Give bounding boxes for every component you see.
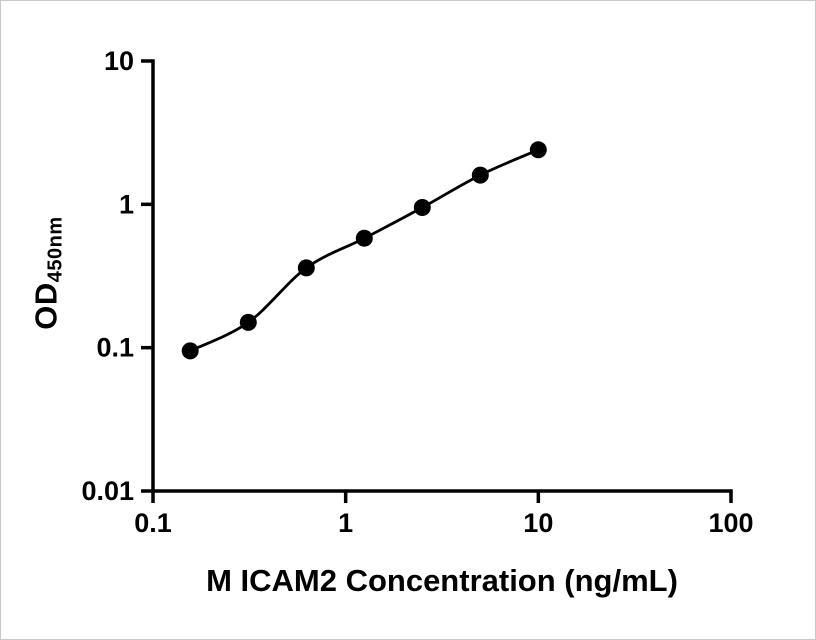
data-point (239, 313, 257, 331)
y-axis-title-sub: 450nm (44, 216, 67, 283)
x-tick-label: 1 (338, 508, 353, 538)
y-tick-label: 10 (104, 46, 134, 76)
x-axis-title: M ICAM2 Concentration (ng/mL) (206, 563, 678, 598)
y-tick-label: 0.01 (81, 476, 134, 506)
x-tick-label: 100 (708, 508, 753, 538)
data-point (413, 199, 431, 216)
y-tick-label: 0.1 (96, 333, 134, 363)
data-point (529, 141, 547, 159)
data-point (181, 342, 199, 360)
data-point (297, 259, 315, 277)
y-axis-title-main: OD (28, 282, 64, 330)
y-axis-title: OD450nm (29, 216, 68, 329)
data-point (355, 229, 373, 247)
data-point (471, 166, 489, 184)
x-tick-label: 10 (523, 508, 553, 538)
x-tick-label: 0.1 (134, 508, 172, 538)
y-tick-label: 1 (119, 189, 134, 219)
